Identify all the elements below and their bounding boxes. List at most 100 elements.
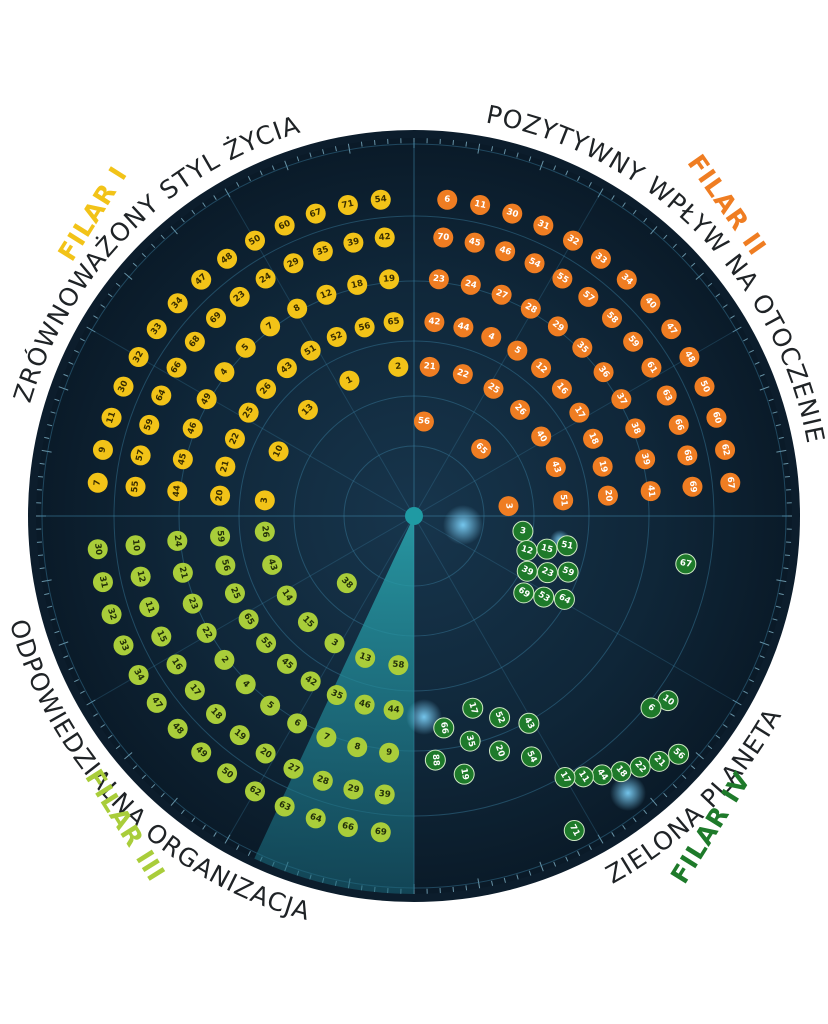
pillar-dot-number: 28 (316, 774, 331, 787)
pillar-dot-number: 71 (341, 199, 355, 211)
pillar-dot-number: 29 (346, 783, 360, 795)
pillar-dot: 39 (635, 449, 656, 470)
sweep-wedge (254, 516, 414, 894)
pillar-dot: 18 (610, 761, 632, 783)
pillar-dot: 52 (489, 707, 511, 729)
pillar-dot: 66 (433, 717, 455, 739)
pillar-group-p3: 6966646362504948473433323130392928272019… (87, 521, 409, 843)
pillar-dot: 51 (300, 340, 321, 361)
tick-mark (528, 870, 532, 876)
glow-spot (610, 775, 646, 811)
tick-mark (597, 834, 604, 844)
pillar-dot-number: 6 (292, 718, 302, 730)
pillar-dot: 16 (166, 654, 187, 675)
pillar-dot-number: 52 (329, 330, 344, 344)
pillar-dot: 46 (354, 694, 375, 715)
tick-mark (107, 293, 113, 298)
tick-mark (732, 326, 742, 333)
grid-spoke (413, 515, 739, 704)
tick-mark (491, 880, 494, 886)
pillar-dot: 55 (125, 476, 146, 497)
pillar-dot-number: 17 (466, 701, 479, 715)
pillar-dot-number: 8 (292, 303, 302, 315)
pillar-dot: 7 (316, 727, 337, 748)
tick-mark (170, 226, 178, 235)
pillar-dot: 26 (256, 378, 277, 399)
pillar-dot: 46 (495, 241, 516, 262)
pillar-dot-number: 66 (341, 821, 355, 833)
pillar-dot: 44 (453, 317, 474, 338)
pillar-dot-number: 12 (520, 544, 534, 557)
pillar-dot: 3 (512, 520, 534, 542)
pillar-dot-number: 30 (116, 379, 130, 394)
pillar-dot: 35 (312, 241, 333, 262)
pillar-dot: 31 (533, 215, 554, 236)
pillar-dot-number: 65 (387, 316, 400, 327)
tick-mark (681, 774, 687, 779)
pillar-dot: 30 (113, 376, 134, 397)
tick-mark (100, 304, 106, 308)
tick-mark (672, 783, 677, 789)
tick-mark (93, 713, 98, 717)
pillar-dot: 34 (616, 269, 637, 290)
pillar-dot-number: 21 (423, 361, 436, 372)
pillar-dot-number: 55 (130, 480, 141, 493)
pillar-dot-number: 5 (240, 342, 251, 353)
pillar-dot: 62 (245, 781, 265, 802)
tick-mark (516, 874, 519, 880)
pillar-dot: 53 (533, 586, 555, 608)
tick-mark (775, 424, 781, 427)
pillar-dot-number: 56 (358, 321, 372, 334)
pillar-dot: 26 (510, 399, 531, 420)
tick-mark (588, 845, 592, 850)
pillar-dot: 38 (625, 418, 646, 439)
tick-mark (715, 293, 721, 298)
pillar-dot: 21 (215, 456, 236, 477)
pillar-dot: 39 (516, 560, 538, 582)
pillar-dot-number: 11 (143, 600, 156, 615)
pillar-dot: 36 (593, 362, 614, 383)
pillar-dot: 27 (283, 758, 304, 779)
pillar-dot: 69 (682, 476, 703, 497)
pillar-dot: 57 (578, 286, 599, 307)
pillar-group-p4: 3 43 10 51 54 6 15 52 56 12 20 21 59 17 22 23 35 18 39 19 44… (424, 520, 697, 842)
pillar-dot-number: 22 (228, 431, 242, 446)
pillar-dot-number: 38 (628, 421, 642, 436)
pillar-dot: 29 (283, 253, 304, 274)
pillar-dot: 24 (167, 530, 188, 551)
pillar-dot: 50 (217, 763, 238, 784)
pillar-dot: 55 (552, 268, 573, 289)
tick-mark (663, 234, 668, 240)
pillar-dot-number: 19 (596, 460, 609, 474)
tick-mark (44, 593, 50, 596)
pillar-dot: 43 (276, 358, 297, 379)
pillar-dot-number: 59 (143, 418, 156, 433)
pillar-dot: 63 (274, 796, 295, 817)
pillar-dot-number: 69 (687, 480, 698, 493)
pillar-dot: 58 (388, 655, 409, 676)
pillar-dot: 18 (347, 274, 368, 295)
pillar-dot: 65 (238, 609, 259, 630)
pillar-dot-number: 7 (265, 321, 276, 333)
tick-mark (115, 745, 121, 750)
pillar-dot: 5 (235, 337, 256, 358)
pillar-dot-number: 9 (97, 446, 108, 454)
pillar-dot: 32 (128, 347, 149, 367)
pillar-dot: 28 (520, 298, 541, 319)
pillar-dot-number: 70 (437, 232, 450, 243)
pillar-dot-number: 45 (177, 452, 190, 466)
pillar-dot: 9 (379, 742, 400, 763)
pillar-dot-number: 44 (456, 321, 470, 334)
tick-mark (732, 699, 742, 706)
pillar-dot-number: 21 (177, 566, 190, 580)
pillar-dot: 17 (569, 402, 590, 423)
tick-mark (611, 832, 615, 837)
pillar-dot: 35 (326, 685, 347, 706)
tick-mark (191, 209, 196, 215)
pillar-dot: 1 (339, 370, 360, 391)
pillar-dot: 25 (483, 378, 504, 399)
pillar-dot: 21 (172, 562, 193, 583)
pillar-dot: 35 (572, 337, 593, 358)
tick-mark (141, 774, 147, 779)
pillar-dot-number: 1 (345, 375, 355, 387)
